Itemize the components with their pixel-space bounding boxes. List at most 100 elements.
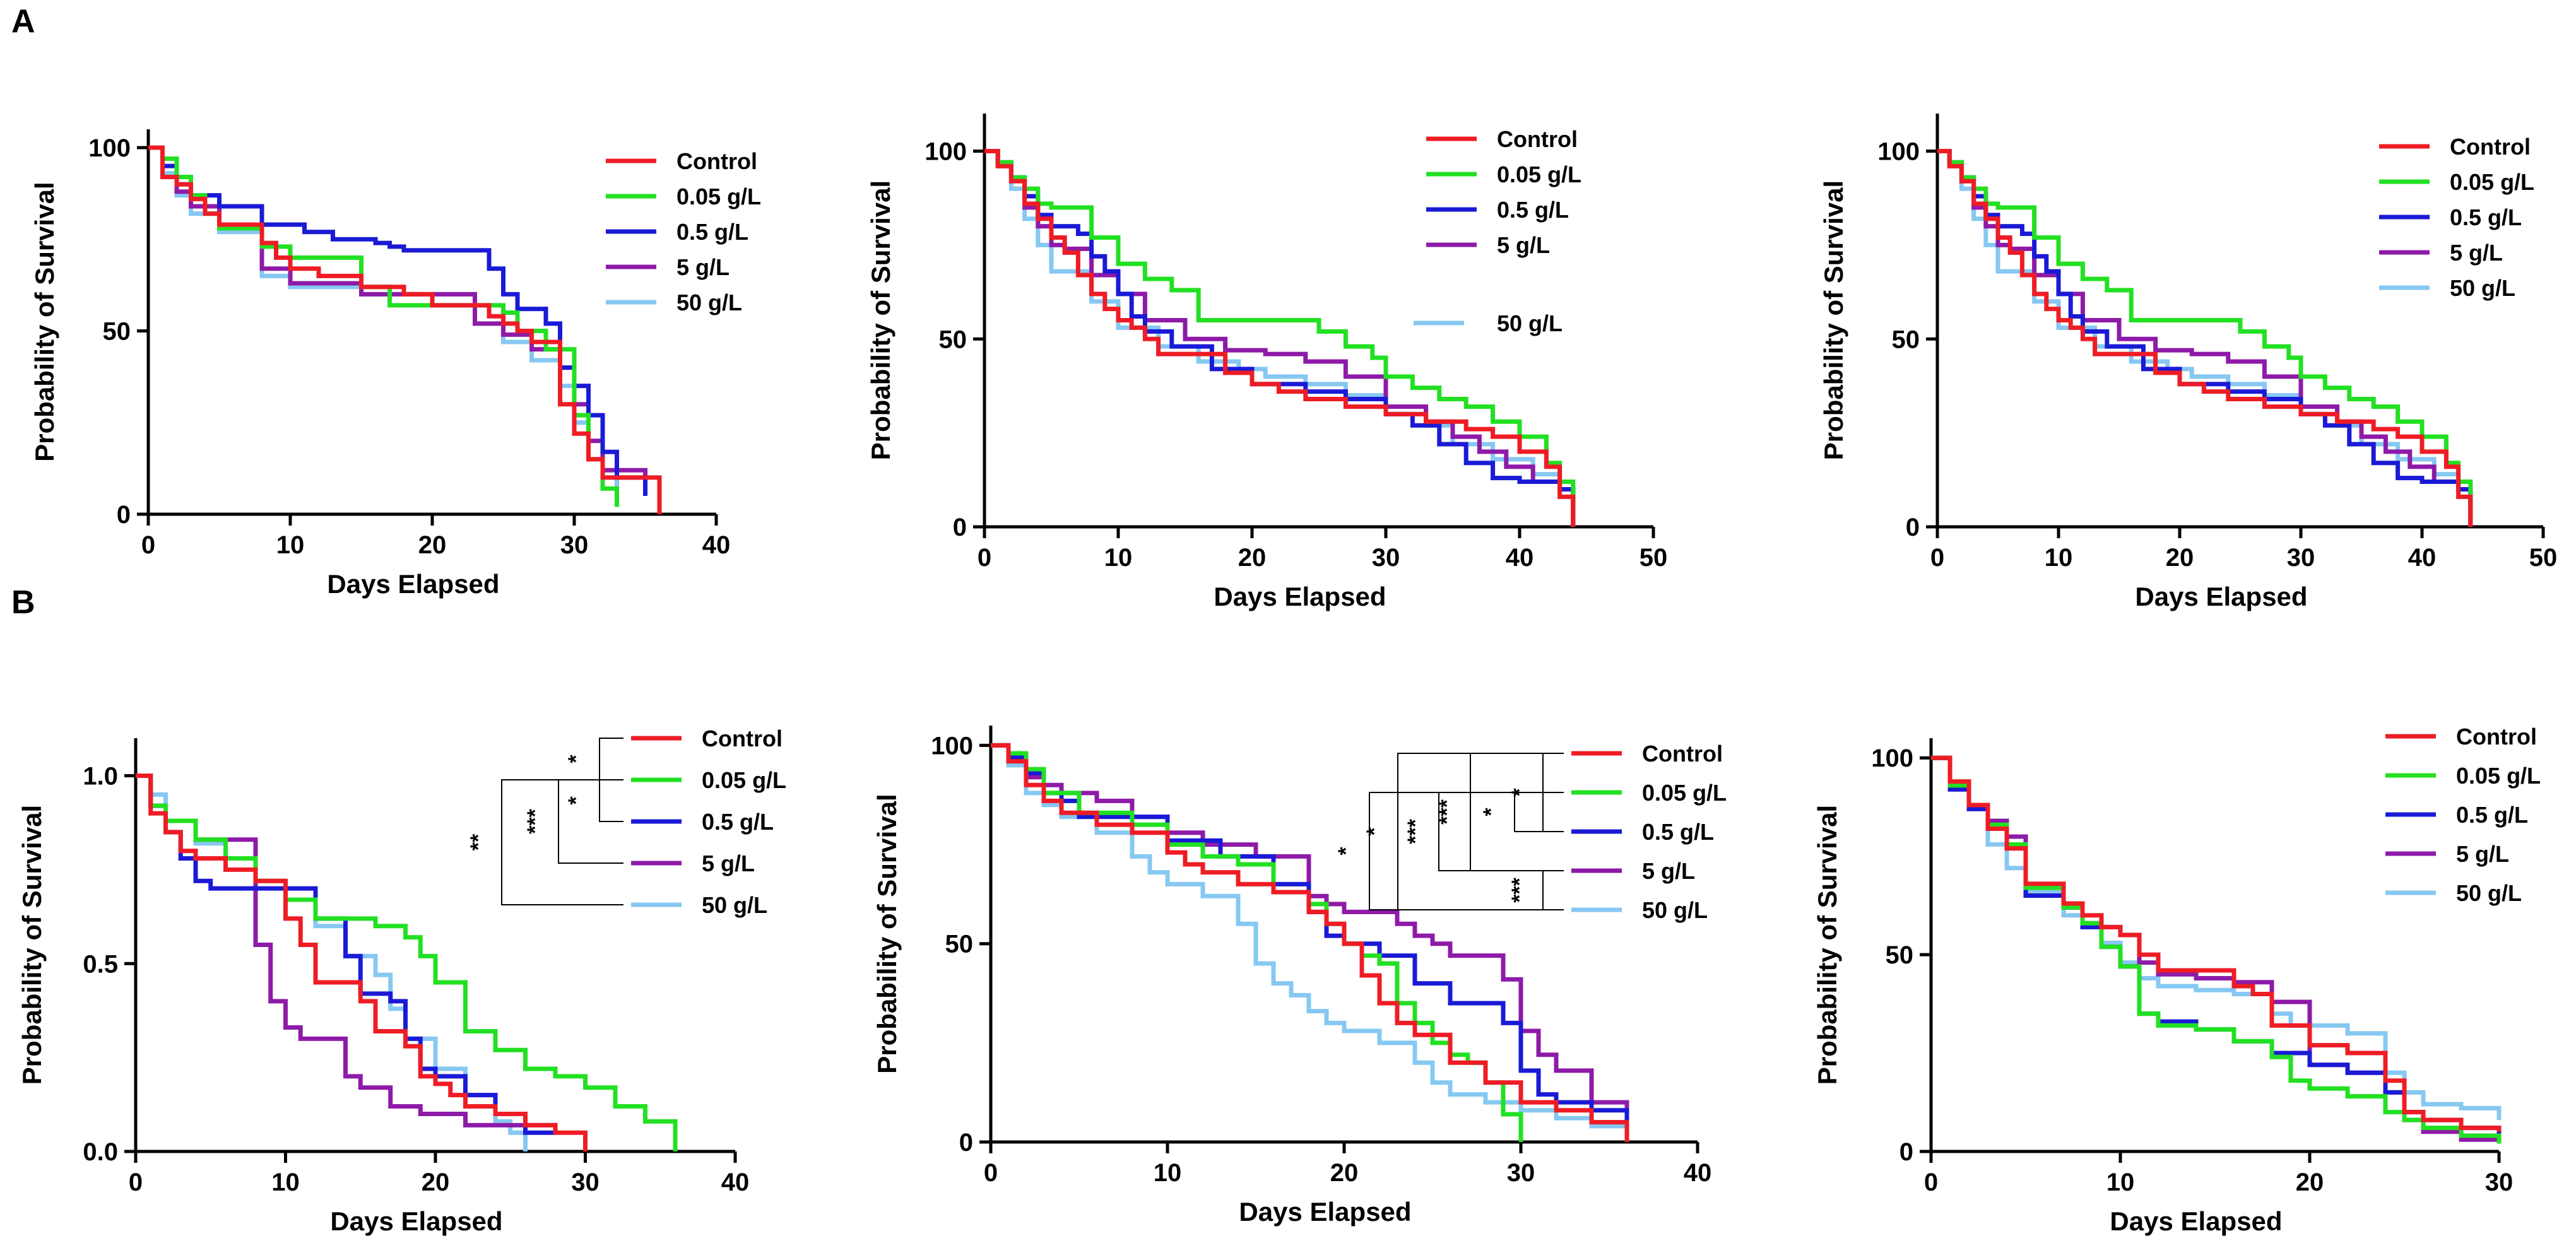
legend-label-0-05-g-l: 0.05 g/L — [1642, 780, 1727, 806]
y-axis-title: Probability of Survival — [17, 805, 47, 1085]
series-line-control — [136, 774, 588, 1151]
significance-bracket — [1369, 792, 1564, 910]
legend-label-0-5-g-l: 0.5 g/L — [1497, 197, 1569, 223]
legend-label-5-g-l: 5 g/L — [676, 254, 730, 280]
legend-label-5-g-l: 5 g/L — [1497, 232, 1550, 258]
chart-b3: 0 10 20 30 0 50 100 Days Elapsed Probability of … — [1812, 724, 2541, 1236]
y-tick-label: 100 — [88, 134, 131, 162]
significance-label: ** — [466, 833, 490, 850]
x-tick-label: 0 — [978, 544, 991, 572]
x-tick-label: 10 — [271, 1168, 300, 1196]
x-tick-label: 20 — [1238, 544, 1267, 572]
x-tick-label: 40 — [721, 1168, 750, 1196]
series-line-control — [1931, 755, 2502, 1132]
chart-a3: 0 10 20 30 40 50 0 50 100 Days Elapsed Probability… — [1819, 114, 2558, 611]
legend-label-0-5-g-l: 0.5 g/L — [676, 219, 748, 245]
x-tick-label: 0 — [984, 1159, 998, 1187]
y-tick-label: 50 — [1886, 941, 1914, 969]
y-tick-label: 100 — [925, 138, 967, 166]
x-axis-title: Days Elapsed — [2110, 1206, 2282, 1236]
x-tick-label: 20 — [2296, 1168, 2324, 1196]
x-tick-label: 30 — [1372, 544, 1400, 572]
legend-label-0-05-g-l: 0.05 g/L — [2450, 169, 2534, 195]
legend-label-control: Control — [1642, 741, 1723, 767]
x-tick-label: 40 — [702, 531, 731, 559]
x-axis-title: Days Elapsed — [1214, 582, 1386, 611]
significance-bracket — [599, 738, 623, 780]
significance-bracket — [1514, 792, 1564, 832]
y-axis-title: Probability of Survival — [30, 182, 59, 461]
y-tick-label: 50 — [103, 318, 131, 346]
y-tick-label: 1.0 — [83, 763, 118, 791]
x-axis-title: Days Elapsed — [2135, 582, 2307, 611]
legend-label-0-05-g-l: 0.05 g/L — [2456, 763, 2541, 789]
significance-label: * — [564, 796, 588, 805]
legend-label-5-g-l: 5 g/L — [2456, 841, 2509, 867]
legend-label-control: Control — [702, 726, 783, 751]
x-tick-label: 50 — [2529, 544, 2558, 572]
series-line-50-g-l — [991, 743, 1629, 1142]
y-axis-title: Probability of Survival — [1819, 180, 1848, 460]
legend-label-0-5-g-l: 0.5 g/L — [2450, 204, 2522, 230]
significance-label: * — [564, 755, 588, 763]
chart-a2: 0 10 20 30 40 50 0 50 100 Days Elapsed Probability… — [866, 114, 1667, 611]
x-axis-title: Days Elapsed — [327, 569, 499, 599]
y-tick-label: 100 — [1871, 745, 1913, 772]
legend-label-50-g-l: 50 g/L — [2450, 275, 2515, 301]
chart-b1: 0 10 20 30 40 0.0 0.5 1.0 Days Elapsed Probabilit… — [17, 726, 786, 1236]
x-tick-label: 10 — [1104, 544, 1133, 572]
series-line-0-05-g-l — [136, 774, 678, 1151]
x-tick-label: 10 — [1154, 1159, 1182, 1187]
significance-label: * — [1479, 808, 1503, 816]
y-tick-label: 50 — [939, 326, 967, 353]
legend-label-0-05-g-l: 0.05 g/L — [676, 184, 761, 209]
legend-label-5-g-l: 5 g/L — [1642, 858, 1695, 884]
x-tick-label: 40 — [2408, 544, 2437, 572]
legend-label-control: Control — [676, 148, 757, 174]
series-line-control — [984, 149, 1576, 527]
y-axis-title: Probability of Survival — [872, 794, 902, 1073]
x-tick-label: 40 — [1684, 1159, 1712, 1187]
significance-label: * — [1334, 847, 1358, 856]
legend-label-0-05-g-l: 0.05 g/L — [702, 767, 786, 793]
x-tick-label: 10 — [2106, 1168, 2135, 1196]
x-axis-title: Days Elapsed — [1239, 1197, 1411, 1227]
significance-bracket — [599, 779, 623, 822]
chart-b2: 0 10 20 30 40 0 50 100 Days Elapsed Probability o… — [872, 726, 1727, 1227]
legend-label-50-g-l: 50 g/L — [676, 290, 742, 315]
x-tick-label: 20 — [1330, 1159, 1359, 1187]
series-line-0-5-g-l — [991, 743, 1629, 1142]
y-tick-label: 100 — [1877, 138, 1920, 166]
legend-label-control: Control — [1497, 126, 1578, 152]
y-tick-label: 0 — [1906, 514, 1920, 541]
y-tick-label: 0 — [953, 514, 967, 541]
chart-a1: 0 10 20 30 40 0 50 100 Days Elapsed Probability o… — [30, 129, 761, 599]
series-line-5-g-l — [148, 145, 647, 496]
x-tick-label: 30 — [2287, 544, 2315, 572]
panel-label-b: B — [11, 584, 35, 621]
x-tick-label: 20 — [418, 531, 447, 559]
y-tick-label: 0 — [1900, 1138, 1913, 1166]
series-line-0-05-g-l — [984, 149, 1576, 527]
y-tick-label: 0 — [959, 1129, 973, 1157]
series-line-0-5-g-l — [148, 145, 647, 496]
legend-label-0-05-g-l: 0.05 g/L — [1497, 162, 1581, 187]
legend-label-50-g-l: 50 g/L — [1497, 310, 1563, 336]
legend-label-0-5-g-l: 0.5 g/L — [2456, 802, 2528, 828]
x-tick-label: 10 — [276, 531, 305, 559]
series-line-0-5-g-l — [136, 774, 555, 1135]
x-tick-label: 30 — [560, 531, 589, 559]
legend-label-50-g-l: 50 g/L — [702, 892, 767, 918]
significance-bracket — [501, 779, 623, 905]
y-tick-label: 0 — [117, 501, 131, 529]
x-tick-label: 20 — [2166, 544, 2194, 572]
panel-label-a: A — [11, 3, 35, 40]
x-tick-label: 40 — [1506, 544, 1534, 572]
legend-label-5-g-l: 5 g/L — [702, 850, 755, 876]
y-tick-label: 50 — [1892, 326, 1920, 353]
legend-label-control: Control — [2456, 724, 2537, 750]
legend-label-50-g-l: 50 g/L — [1642, 897, 1708, 923]
significance-label: * — [1362, 827, 1386, 836]
legend-label-0-5-g-l: 0.5 g/L — [702, 809, 774, 835]
x-tick-label: 0 — [1924, 1168, 1938, 1196]
